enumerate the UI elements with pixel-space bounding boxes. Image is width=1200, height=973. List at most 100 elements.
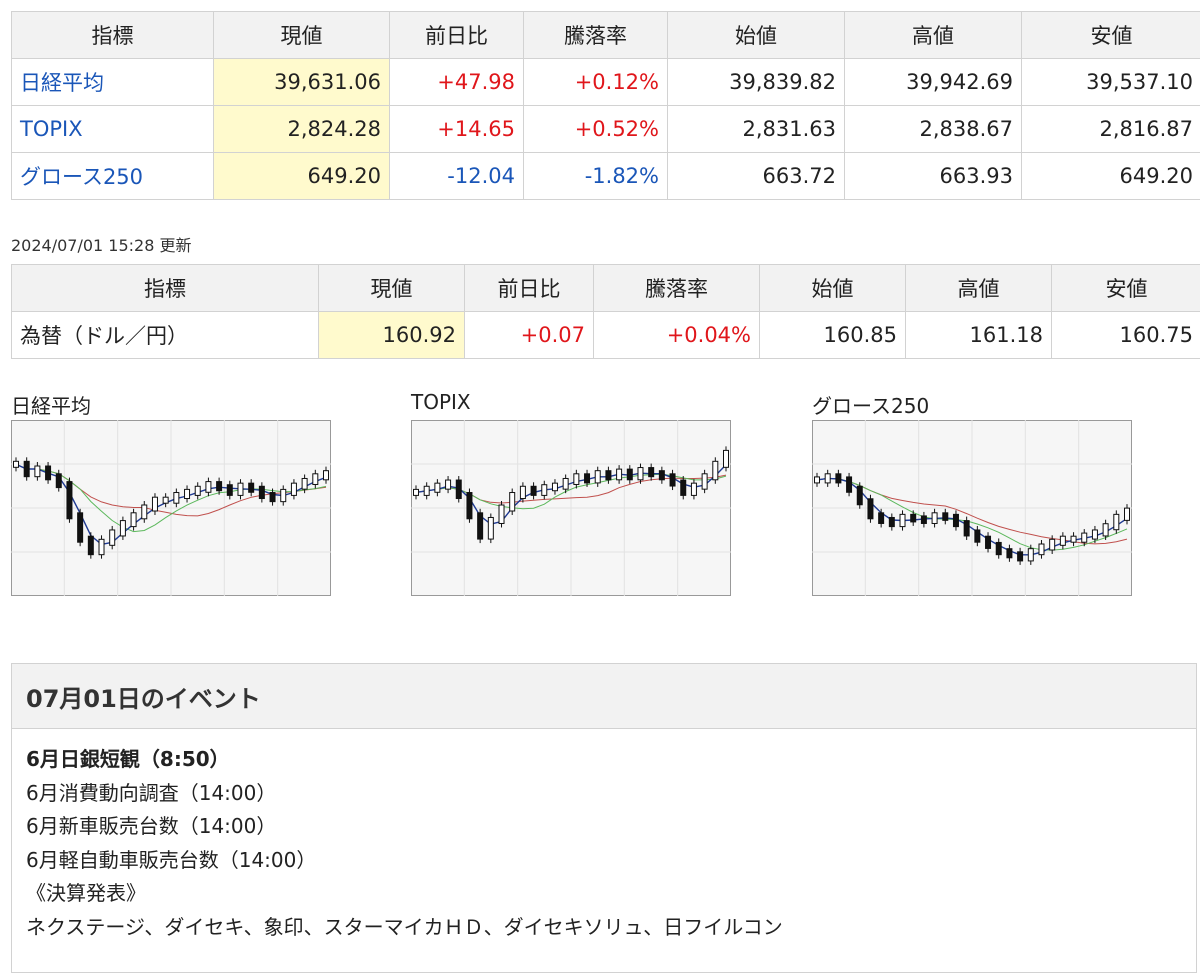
chart-title-topix: TOPIX: [411, 390, 471, 414]
candle-body: [131, 513, 136, 527]
candle-body: [921, 516, 926, 524]
candle-body: [857, 486, 862, 504]
candle-body: [932, 513, 937, 524]
candle-body: [259, 486, 264, 498]
header-change: 前日比: [465, 265, 594, 312]
candle-body: [1018, 552, 1023, 561]
candle-body: [815, 477, 820, 483]
candle-body: [99, 539, 104, 554]
low-value: 2,816.87: [1022, 106, 1200, 153]
table-row: 為替（ドル／円） 160.92 +0.07 +0.04% 160.85 161.…: [12, 312, 1200, 359]
candle-body: [552, 483, 557, 491]
table-row: 日経平均 39,631.06 +47.98 +0.12% 39,839.82 3…: [12, 59, 1200, 106]
candle-body: [446, 480, 451, 489]
chart-growth250[interactable]: [812, 420, 1132, 596]
chart-title-nikkei: 日経平均: [11, 390, 91, 419]
candle-body: [142, 505, 147, 519]
candle-body: [238, 483, 243, 495]
header-low: 安値: [1052, 265, 1200, 312]
candle-body: [424, 486, 429, 495]
current-value: 160.92: [319, 312, 465, 359]
current-value: 649.20: [214, 153, 390, 200]
candle-body: [943, 513, 948, 521]
candle-body: [724, 450, 729, 467]
current-value: 39,631.06: [214, 59, 390, 106]
high-value: 39,942.69: [845, 59, 1022, 106]
pct-value: +0.52%: [524, 106, 668, 153]
index-link-nikkei[interactable]: 日経平均: [20, 71, 104, 95]
low-value: 39,537.10: [1022, 59, 1200, 106]
pct-value: +0.04%: [594, 312, 760, 359]
event-item: ネクステージ、ダイセキ、象印、スターマイカＨＤ、ダイセキソリュ、日フイルコン: [26, 911, 1182, 945]
candle-body: [1071, 536, 1076, 542]
index-link-topix[interactable]: TOPIX: [20, 117, 83, 141]
candle-body: [185, 489, 190, 498]
change-value: +14.65: [390, 106, 524, 153]
chart-nikkei[interactable]: [11, 420, 331, 596]
candle-body: [120, 521, 125, 536]
open-value: 663.72: [668, 153, 845, 200]
events-title: 07月01日のイベント: [12, 664, 1196, 729]
candle-body: [324, 471, 329, 480]
events-list: 6月日銀短観（8:50） 6月消費動向調査（14:00） 6月新車販売台数（14…: [12, 729, 1196, 944]
event-item: 《決算発表》: [26, 877, 1182, 911]
header-pct: 騰落率: [594, 265, 760, 312]
candle-body: [35, 466, 40, 477]
candle-body: [56, 474, 61, 488]
candle-body: [414, 489, 419, 495]
candle-body: [67, 482, 72, 519]
fx-header-row: 指標 現値 前日比 騰落率 始値 高値 安値: [12, 265, 1200, 312]
events-panel: 07月01日のイベント 6月日銀短観（8:50） 6月消費動向調査（14:00）…: [11, 663, 1197, 973]
candle-body: [456, 480, 461, 498]
candle-body: [163, 497, 168, 503]
low-value: 649.20: [1022, 153, 1200, 200]
candle-body: [996, 542, 1001, 554]
candle-body: [88, 536, 93, 554]
candle-body: [825, 474, 830, 483]
event-item: 6月日銀短観（8:50）: [26, 743, 1182, 777]
chart-topix[interactable]: [411, 420, 731, 596]
candle-body: [975, 530, 980, 542]
candle-body: [249, 483, 254, 492]
candle-body: [217, 482, 222, 491]
candle-body: [617, 469, 622, 480]
index-link-growth250[interactable]: グロース250: [20, 165, 143, 189]
event-item: 6月消費動向調査（14:00）: [26, 777, 1182, 811]
header-indicator: 指標: [12, 12, 214, 59]
current-value: 2,824.28: [214, 106, 390, 153]
candle-body: [563, 478, 568, 489]
high-value: 2,838.67: [845, 106, 1022, 153]
table-row: グロース250 649.20 -12.04 -1.82% 663.72 663.…: [12, 153, 1200, 200]
candle-body: [868, 499, 873, 519]
event-item: 6月軽自動車販売台数（14:00）: [26, 844, 1182, 878]
header-indicator: 指標: [12, 265, 319, 312]
header-low: 安値: [1022, 12, 1200, 59]
candle-body: [499, 505, 504, 523]
header-current: 現値: [319, 265, 465, 312]
open-value: 2,831.63: [668, 106, 845, 153]
candle-body: [1092, 530, 1097, 539]
candle-body: [14, 461, 19, 467]
header-pct: 騰落率: [524, 12, 668, 59]
candle-body: [174, 493, 179, 504]
candle-body: [152, 497, 157, 511]
candle-body: [520, 486, 525, 498]
candle-body: [1125, 508, 1130, 520]
fx-name: 為替（ドル／円）: [12, 312, 319, 359]
candle-body: [911, 514, 916, 522]
candle-body: [953, 514, 958, 526]
candle-body: [510, 493, 515, 511]
candle-body: [1082, 533, 1087, 542]
candle-body: [836, 474, 841, 483]
candle-body: [986, 536, 991, 548]
candle-body: [606, 471, 611, 480]
table-row: TOPIX 2,824.28 +14.65 +0.52% 2,831.63 2,…: [12, 106, 1200, 153]
header-open: 始値: [668, 12, 845, 59]
candle-body: [195, 486, 200, 495]
candle-body: [435, 483, 440, 492]
candle-body: [1050, 539, 1055, 550]
candle-body: [46, 466, 51, 480]
header-open: 始値: [760, 265, 906, 312]
candle-body: [627, 469, 632, 480]
update-timestamp: 2024/07/01 15:28 更新: [11, 232, 192, 256]
